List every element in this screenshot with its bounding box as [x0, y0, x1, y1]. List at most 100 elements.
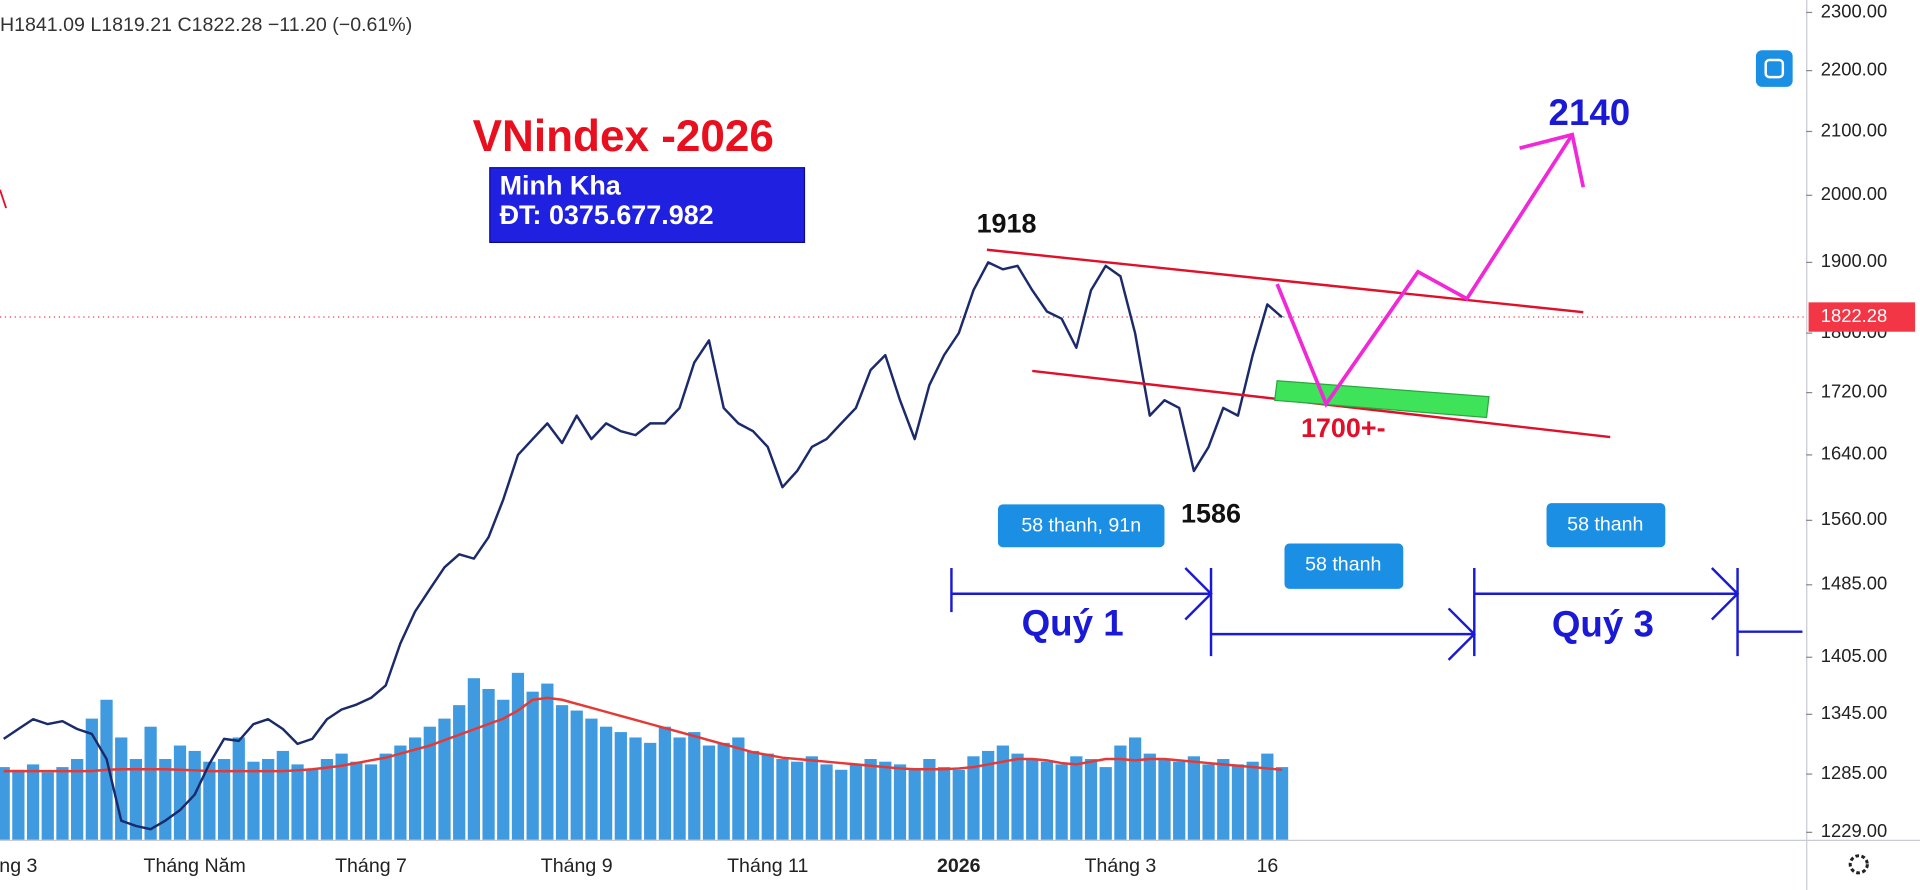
volume-bar [12, 769, 25, 840]
volume-bar [820, 764, 833, 840]
volume-bar [71, 759, 84, 840]
volume-bar [1246, 761, 1259, 840]
volume-bar [262, 759, 275, 840]
note-box [1284, 543, 1404, 589]
volume-bar [1084, 759, 1098, 840]
y-tick-label: 1345.00 [1821, 702, 1887, 723]
y-tick-label: 2000.00 [1821, 183, 1887, 204]
volume-bar [144, 726, 157, 840]
volume-bar [423, 726, 436, 840]
x-tick-label: 16 [1256, 855, 1278, 877]
ohlc-header: H1841.09 L1819.21 C1822.28 −11.20 (−0.61… [0, 14, 412, 36]
volume-bar [702, 745, 716, 840]
annotation: 1918 [977, 208, 1037, 238]
settings-button[interactable] [1848, 854, 1869, 875]
volume-bar [350, 761, 363, 840]
volume-bar [1099, 767, 1112, 840]
annotation: Quý 3 [1552, 604, 1654, 645]
volume-bar [717, 742, 730, 840]
volume-bar [203, 761, 216, 840]
volume-bar [1026, 759, 1039, 840]
volume-bar [1040, 761, 1054, 840]
volume-bar [937, 767, 951, 840]
volume-bar [1231, 764, 1245, 840]
y-tick-label: 2300.00 [1821, 0, 1887, 21]
annotation: 1586 [1181, 499, 1241, 529]
volume-bar [217, 759, 231, 840]
x-tick-label: Tháng 11 [727, 855, 808, 877]
volume-bar [291, 764, 304, 840]
volume-bar [629, 737, 642, 840]
y-tick-label: 1720.00 [1821, 380, 1887, 401]
volume-bar [364, 764, 378, 840]
volume-bar [511, 672, 525, 840]
volume-bar [967, 756, 980, 840]
drawings [0, 132, 1803, 661]
y-tick-label: 1485.00 [1821, 573, 1887, 594]
volume-bar [526, 691, 539, 840]
volume-bar [1114, 745, 1127, 840]
volume-bar [1070, 756, 1083, 840]
x-tick-label: 2026 [937, 855, 981, 877]
last-price-box [1808, 302, 1916, 332]
volume-bar [408, 737, 422, 840]
x-tick-label: Tháng 7 [335, 855, 407, 877]
volume-bar [497, 699, 510, 840]
volume-bar [159, 759, 172, 840]
volume-bar [908, 769, 921, 840]
y-tick-label: 1285.00 [1821, 762, 1887, 783]
volume-bar [1187, 756, 1200, 840]
volume-bar [570, 710, 583, 840]
plot-area [0, 261, 1807, 840]
volume-bar [805, 756, 818, 840]
trend-line [0, 189, 7, 209]
volume-bar [306, 769, 319, 840]
volume-bar [849, 764, 863, 840]
volume-bar [673, 737, 686, 840]
volume-bar [1143, 753, 1156, 840]
last-price-label: 1822.28 [1821, 305, 1887, 326]
annotation: 2140 [1549, 92, 1631, 133]
y-tick-label: 2200.00 [1821, 58, 1887, 79]
volume-bar [614, 732, 627, 840]
volume-bar [879, 761, 892, 840]
volume-bar [688, 732, 701, 840]
volume-bar [1055, 764, 1068, 840]
volume-bar [1011, 753, 1024, 840]
volume-ma-line [3, 696, 1283, 773]
volume-bar [26, 764, 40, 840]
volume-bar [1202, 764, 1215, 840]
volume-bar [129, 759, 143, 840]
volume-bar [467, 678, 480, 840]
volume-bar [658, 726, 672, 840]
contact-name: Minh Kha [500, 170, 622, 200]
toggle-button[interactable] [1755, 50, 1793, 87]
volume-bar [115, 737, 128, 840]
trend-line [986, 248, 1584, 314]
projection-path [1275, 133, 1574, 408]
note-text: 58 thanh, 91n [1021, 515, 1141, 537]
volume-bar [247, 761, 260, 840]
support-zone [1274, 380, 1490, 419]
x-tick-label: ng 3 [0, 855, 38, 877]
volume-bar [761, 753, 774, 840]
volume-bar [1261, 753, 1274, 840]
volume-bar [1275, 767, 1289, 840]
toggle-icon [1764, 58, 1785, 79]
volume-bar [996, 745, 1009, 840]
volume-bar [335, 753, 348, 840]
y-tick-label: 1229.00 [1821, 820, 1887, 841]
volume-bar [555, 705, 569, 840]
y-tick-label: 1405.00 [1821, 645, 1887, 666]
arrow-head [1519, 132, 1586, 188]
volume-bar [732, 737, 745, 840]
volume-bar [923, 759, 936, 840]
volume-bar [835, 769, 848, 840]
note-box [1546, 503, 1666, 548]
note-text: 58 thanh [1305, 554, 1381, 576]
volume-bar [893, 764, 907, 840]
price-axis [1807, 0, 1920, 890]
volume-bar [644, 742, 657, 840]
